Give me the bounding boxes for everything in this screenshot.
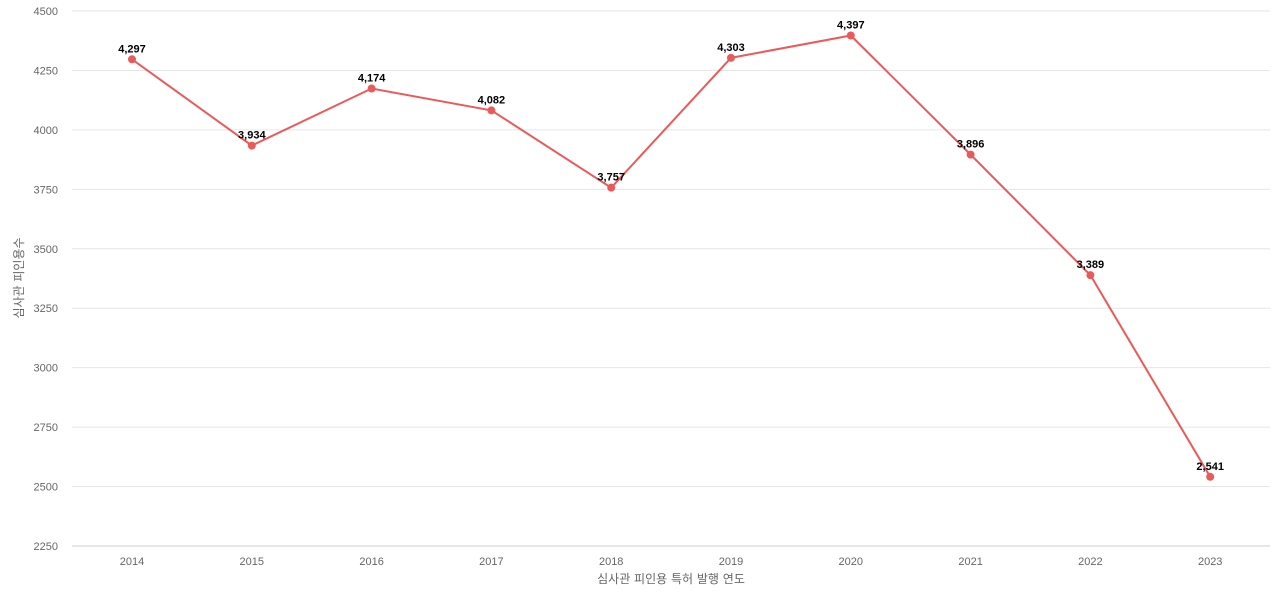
data-label: 4,082 xyxy=(478,94,506,106)
x-tick-label: 2016 xyxy=(359,556,383,568)
y-tick-label: 4000 xyxy=(34,125,58,137)
x-tick-label: 2018 xyxy=(599,556,623,568)
data-label: 4,397 xyxy=(837,19,865,31)
data-point[interactable] xyxy=(727,53,735,62)
data-point[interactable] xyxy=(487,106,496,115)
data-point[interactable] xyxy=(1206,472,1215,481)
x-tick-label: 2021 xyxy=(958,556,982,568)
x-tick-label: 2022 xyxy=(1078,556,1102,568)
y-tick-label: 2250 xyxy=(34,541,58,553)
data-point[interactable] xyxy=(247,141,256,150)
data-point[interactable] xyxy=(607,183,616,192)
data-point[interactable] xyxy=(1086,271,1095,280)
y-axis-ticks: 2250 2500 2750 3000 3250 3500 3750 4000 4250 4500 xyxy=(34,6,58,553)
series-group: 4,297 3,934 4,174 4,082 3,757 4,303 4,397 3,896… xyxy=(118,19,1224,481)
series-line xyxy=(131,34,1212,478)
x-tick-label: 2019 xyxy=(719,556,743,568)
data-label: 2,541 xyxy=(1196,461,1224,473)
data-label: 4,297 xyxy=(118,43,146,55)
y-tick-label: 4500 xyxy=(34,6,58,18)
y-tick-label: 2500 xyxy=(34,482,58,494)
x-tick-label: 2014 xyxy=(120,556,144,568)
data-label: 3,934 xyxy=(238,130,266,142)
y-tick-label: 3500 xyxy=(34,244,58,256)
x-tick-label: 2023 xyxy=(1198,556,1222,568)
x-axis-ticks: 2014 2015 2016 2017 2018 2019 2020 2021 2022 2023 xyxy=(120,556,1223,568)
x-axis-title: 심사관 피인용 특허 발행 연도 xyxy=(597,571,745,586)
data-label: 3,389 xyxy=(1077,259,1105,271)
grid-lines xyxy=(72,10,1270,488)
y-tick-label: 3250 xyxy=(34,303,58,315)
y-tick-label: 4250 xyxy=(34,65,58,77)
y-tick-label: 2750 xyxy=(34,422,58,434)
data-label: 3,757 xyxy=(597,172,625,184)
x-tick-label: 2017 xyxy=(479,556,503,568)
y-tick-label: 3750 xyxy=(34,184,58,196)
data-label: 4,303 xyxy=(717,42,745,54)
data-point[interactable] xyxy=(128,55,136,64)
data-label: 3,896 xyxy=(957,139,985,151)
y-axis-title: 심사관 피인용수 xyxy=(12,237,26,318)
data-point[interactable] xyxy=(966,150,975,159)
data-point[interactable] xyxy=(846,31,855,40)
x-tick-label: 2015 xyxy=(240,556,264,568)
x-tick-label: 2020 xyxy=(839,556,863,568)
data-point[interactable] xyxy=(367,84,376,93)
data-label: 4,174 xyxy=(358,73,386,85)
y-tick-label: 3000 xyxy=(34,363,58,375)
